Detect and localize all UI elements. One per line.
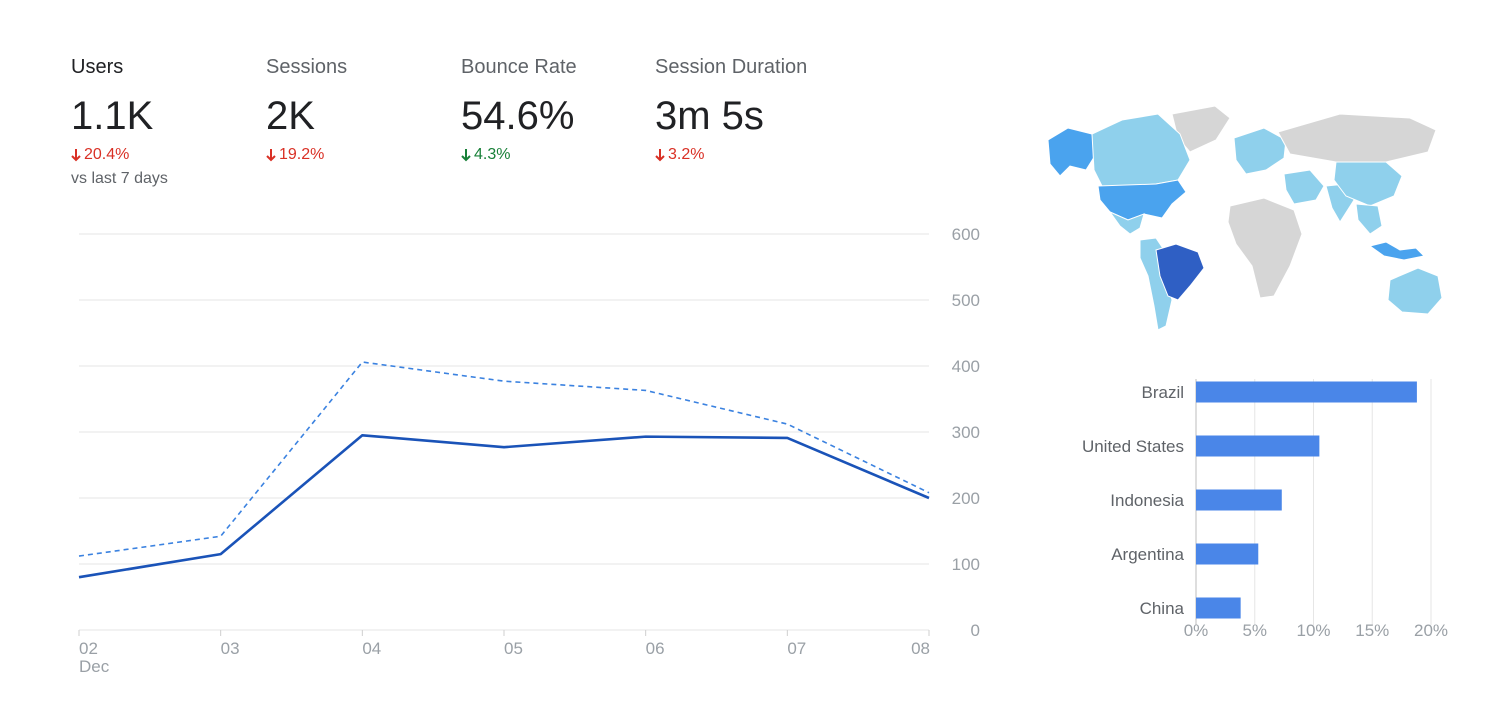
y-tick-label: 400	[952, 357, 980, 376]
y-tick-label: 0	[971, 621, 980, 640]
metric-delta-value: 3.2%	[668, 146, 705, 163]
metric-label: Sessions	[266, 56, 348, 78]
metric-delta: 4.3%	[461, 146, 651, 164]
category-label: China	[1140, 599, 1185, 618]
x-tick-label: 06	[646, 639, 665, 658]
y-tick-label: 600	[952, 225, 980, 244]
y-tick-label: 300	[952, 423, 980, 442]
category-label: Brazil	[1141, 383, 1184, 402]
line-chart: 02 03 04 05 06 07 08 Dec 0 100 200 300 400 500 600	[78, 225, 980, 676]
map-europe	[1233, 127, 1287, 175]
y-tick-label: 200	[952, 489, 980, 508]
metric-value: 54.6%	[461, 94, 575, 138]
map-australia	[1387, 267, 1443, 315]
bar	[1196, 543, 1259, 565]
map-russia	[1277, 113, 1437, 163]
comparison-text: vs last 7 days	[71, 170, 168, 187]
metric-value: 1.1K	[71, 94, 154, 138]
x-month-label: Dec	[79, 657, 110, 676]
category-label: Indonesia	[1110, 491, 1184, 510]
metric-delta-value: 4.3%	[474, 146, 511, 163]
map-middle-east	[1283, 169, 1325, 205]
x-tick-label: 10%	[1296, 621, 1330, 640]
arrow-down-icon	[71, 149, 81, 162]
bar	[1196, 435, 1320, 457]
metric-value: 2K	[266, 94, 315, 138]
x-tick-label: 5%	[1242, 621, 1267, 640]
map-southeast-asia	[1355, 203, 1383, 235]
map-africa	[1227, 197, 1303, 299]
metric-sessions[interactable]: Sessions 2K 19.2%	[266, 54, 456, 164]
metric-label: Users	[71, 56, 124, 78]
bar	[1196, 597, 1241, 619]
x-tick-label: 07	[787, 639, 806, 658]
series-line-current	[78, 434, 930, 579]
x-tick-label: 04	[362, 639, 381, 658]
world-map	[1047, 105, 1443, 331]
map-alaska	[1047, 127, 1097, 177]
x-tick-label: 03	[221, 639, 240, 658]
map-china	[1333, 161, 1403, 207]
x-tick-label: 15%	[1355, 621, 1389, 640]
metric-delta: 20.4%	[71, 146, 261, 164]
map-indonesia	[1368, 241, 1426, 261]
arrow-down-icon	[461, 149, 471, 162]
category-label: United States	[1082, 437, 1184, 456]
metric-delta: 19.2%	[266, 146, 456, 164]
x-tick-label: 08	[911, 639, 930, 658]
category-label: Argentina	[1111, 545, 1184, 564]
metric-delta-value: 20.4%	[84, 146, 130, 163]
map-brazil	[1155, 243, 1205, 301]
arrow-down-icon	[655, 149, 665, 162]
country-bar-chart: Brazil United States Indonesia Argentina Chi…	[1082, 379, 1448, 640]
bar	[1196, 489, 1282, 511]
x-tick-label: 0%	[1184, 621, 1209, 640]
x-tick-label: 02	[79, 639, 98, 658]
metric-delta-value: 19.2%	[279, 146, 325, 163]
metric-users[interactable]: Users 1.1K 20.4% vs last 7 days	[71, 54, 261, 188]
arrow-down-icon	[266, 149, 276, 162]
y-tick-label: 500	[952, 291, 980, 310]
y-tick-label: 100	[952, 555, 980, 574]
x-tick-label: 05	[504, 639, 523, 658]
x-tick-label: 20%	[1414, 621, 1448, 640]
map-mexico	[1108, 210, 1145, 235]
metric-label: Session Duration	[655, 56, 808, 78]
metric-value: 3m 5s	[655, 94, 764, 138]
map-united-states	[1097, 179, 1187, 221]
metric-label: Bounce Rate	[461, 56, 577, 78]
series-line-previous	[78, 361, 930, 557]
metric-delta: 3.2%	[655, 146, 895, 164]
metric-bounce-rate[interactable]: Bounce Rate 54.6% 4.3%	[461, 54, 651, 164]
metric-session-duration[interactable]: Session Duration 3m 5s 3.2%	[655, 54, 895, 164]
bar	[1196, 381, 1417, 403]
